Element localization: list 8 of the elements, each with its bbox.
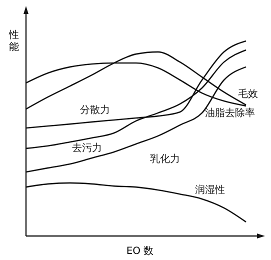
y-axis-title: 性能: [8, 29, 19, 53]
series-label: 乳化力: [150, 153, 180, 165]
series-label: 毛效: [238, 88, 258, 100]
series-label: 润湿性: [195, 184, 225, 196]
series-label: 分散力: [80, 104, 110, 116]
series-label: 油脂去除率: [205, 107, 255, 119]
x-axis-title: EO 数: [126, 246, 154, 257]
series-label: 去污力: [72, 142, 102, 154]
